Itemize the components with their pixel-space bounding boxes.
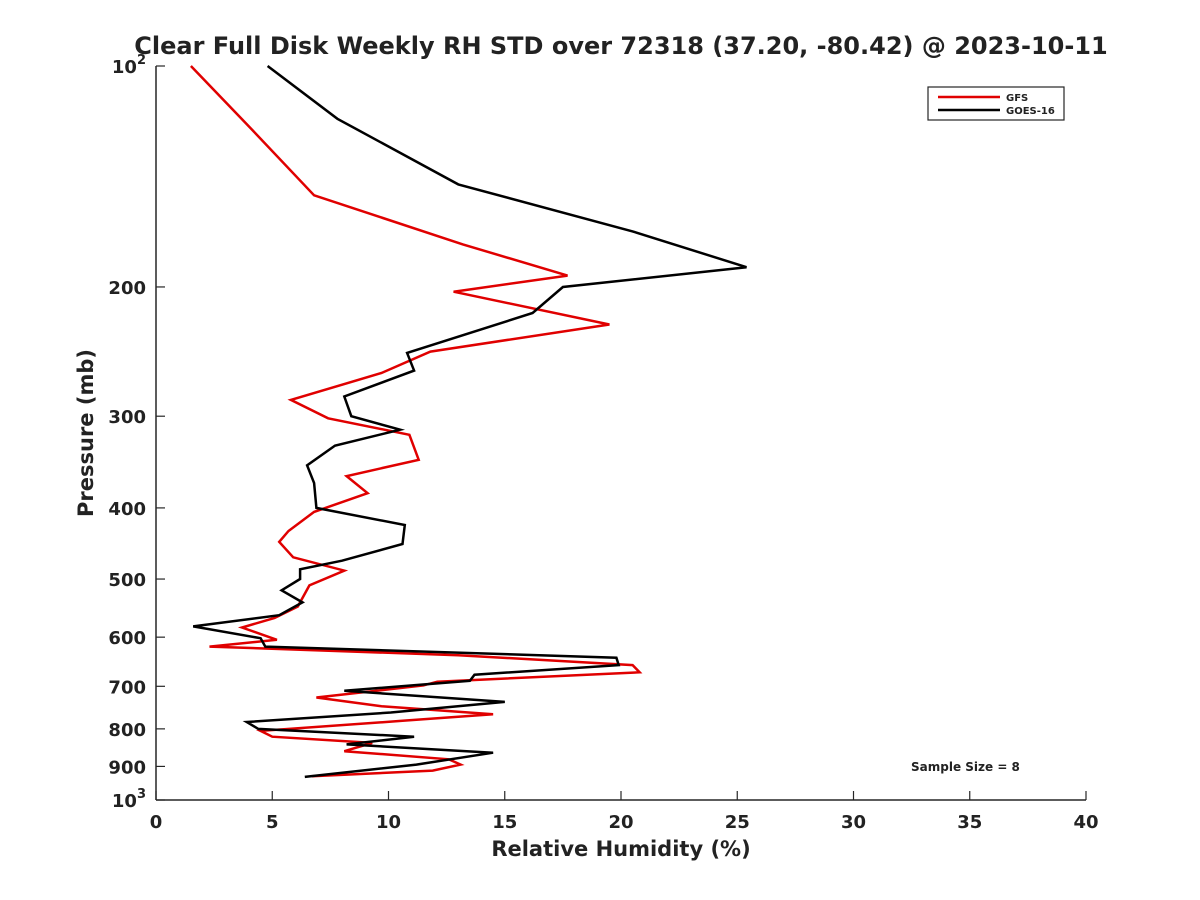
y-tick-label: 103 [112, 787, 146, 812]
y-tick-base: 400 [108, 499, 146, 520]
chart-title: Clear Full Disk Weekly RH STD over 72318… [134, 32, 1107, 60]
y-tick-base: 10 [112, 57, 137, 78]
y-tick-base: 900 [108, 757, 146, 778]
y-tick-label: 700 [108, 677, 146, 698]
x-axis-ticks: 0 5 10 15 20 25 30 35 40 [150, 791, 1099, 833]
y-tick-base: 800 [108, 720, 146, 741]
series-lines [189, 65, 747, 779]
y-tick-label: 500 [108, 570, 146, 591]
y-tick-exponent: 2 [137, 53, 146, 68]
x-tick-label: 15 [492, 812, 517, 833]
legend: GFS GOES-16 [927, 86, 1065, 121]
series-line-gfs [189, 65, 643, 778]
x-tick-label: 0 [150, 812, 163, 833]
y-tick-label: 900 [108, 757, 146, 778]
x-tick-label: 5 [266, 812, 279, 833]
y-tick-base: 500 [108, 570, 146, 591]
y-tick-label: 102 [112, 53, 146, 78]
y-tick-base: 300 [108, 407, 146, 428]
x-tick-label: 40 [1073, 812, 1098, 833]
y-tick-label: 200 [108, 278, 146, 299]
x-tick-label: 10 [376, 812, 401, 833]
legend-label-goes16: GOES-16 [1006, 106, 1055, 117]
y-tick-exponent: 3 [137, 787, 146, 802]
y-tick-label: 400 [108, 499, 146, 520]
x-tick-label: 20 [608, 812, 633, 833]
y-tick-base: 10 [112, 791, 137, 812]
legend-label-gfs: GFS [1006, 93, 1028, 104]
y-tick-label: 600 [108, 628, 146, 649]
y-axis-label: Pressure (mb) [74, 349, 98, 517]
y-tick-base: 700 [108, 677, 146, 698]
y-tick-label: 800 [108, 720, 146, 741]
y-tick-base: 600 [108, 628, 146, 649]
x-axis-label: Relative Humidity (%) [491, 837, 750, 861]
x-tick-label: 35 [957, 812, 982, 833]
series-line-goes16 [192, 65, 747, 779]
plot-area: 0 5 10 15 20 25 30 35 40 10220030040050060070080… [108, 53, 1098, 833]
y-tick-label: 300 [108, 407, 146, 428]
y-tick-base: 200 [108, 278, 146, 299]
x-tick-label: 25 [725, 812, 750, 833]
legend-box [927, 86, 1065, 121]
x-tick-label: 30 [841, 812, 866, 833]
sample-size-annotation: Sample Size = 8 [911, 760, 1020, 774]
